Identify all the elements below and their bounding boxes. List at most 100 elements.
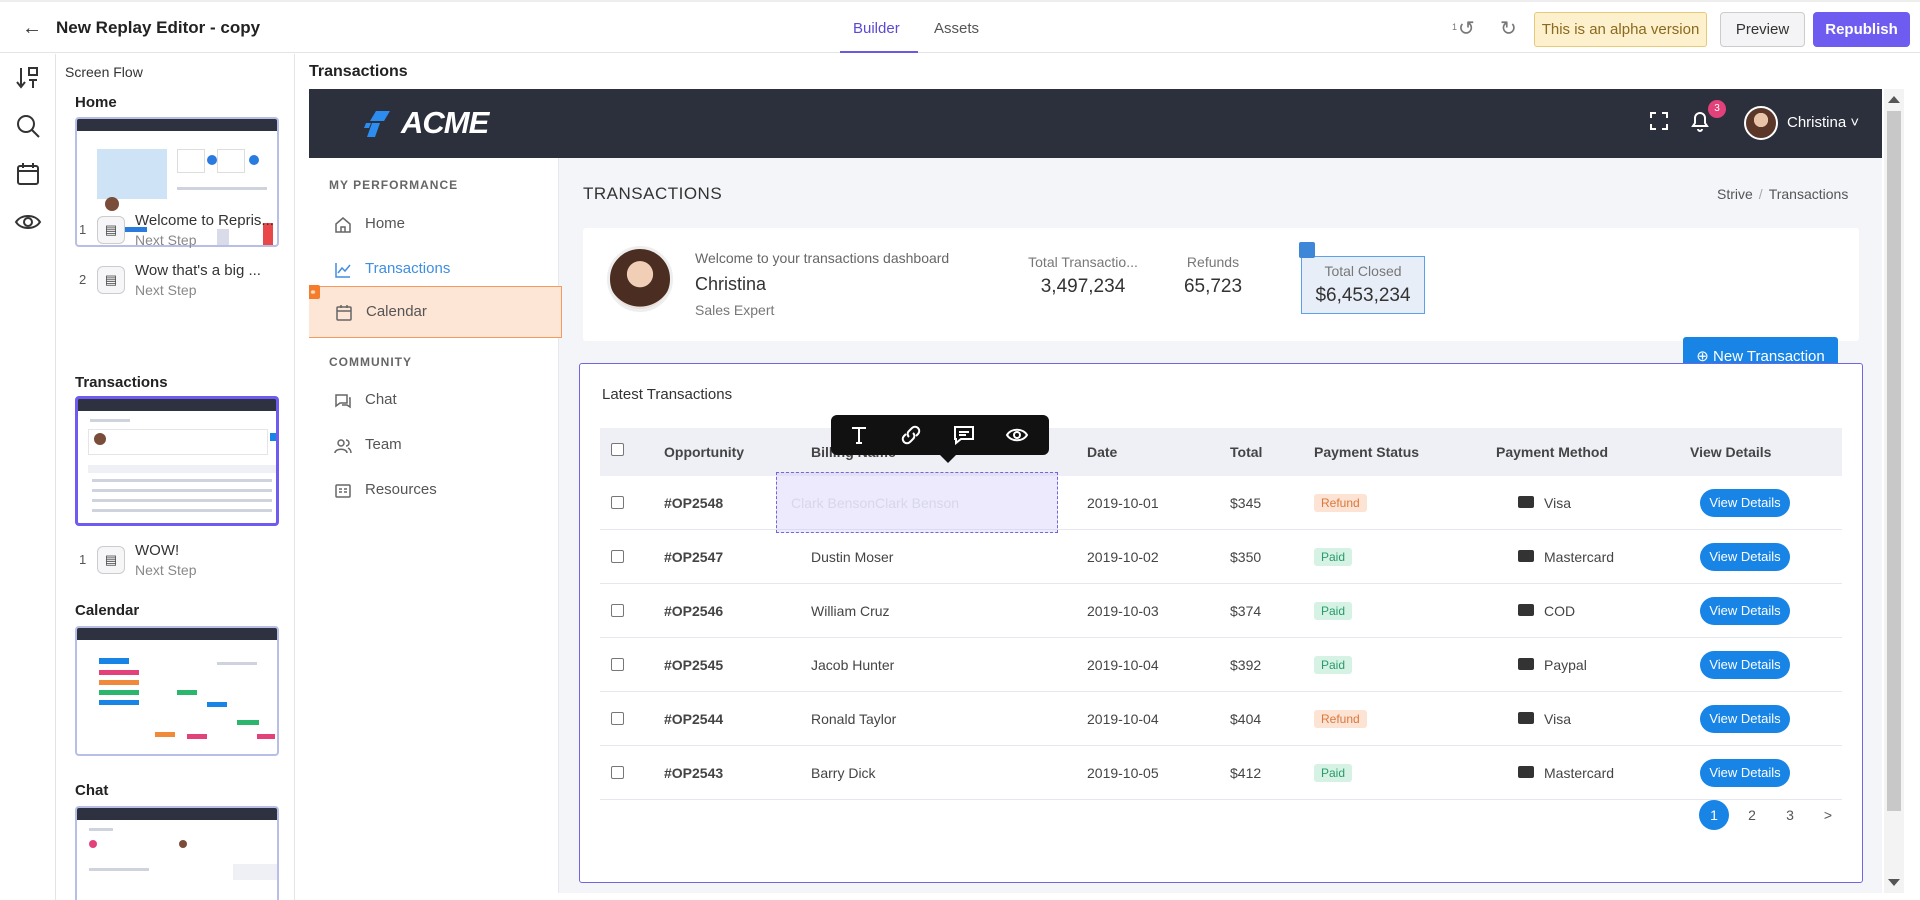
notification-badge: 3: [1708, 100, 1726, 118]
mastercard-icon: [1518, 766, 1534, 778]
undo-icon[interactable]: ↺: [1458, 18, 1475, 40]
scroll-thumb[interactable]: [1887, 111, 1901, 811]
canvas-scrollbar[interactable]: [1884, 89, 1904, 893]
page-button-1[interactable]: 1: [1699, 800, 1729, 830]
row-checkbox[interactable]: [611, 766, 624, 779]
sidebar-item-label: Chat: [365, 391, 397, 408]
row-checkbox[interactable]: [611, 712, 624, 725]
search-icon[interactable]: [14, 112, 42, 140]
eye-icon[interactable]: [14, 208, 42, 236]
back-arrow-icon[interactable]: ←: [22, 17, 42, 39]
visa-icon: [1518, 496, 1534, 508]
latest-transactions-card: Latest Transactions Opportunity Billing …: [579, 363, 1863, 883]
row-checkbox[interactable]: [611, 496, 624, 509]
column-header: Opportunity: [664, 444, 745, 460]
select-all-checkbox[interactable]: [611, 443, 624, 456]
flow-section-chat: Chat: [75, 782, 109, 799]
stat-total-closed[interactable]: Total Closed $6,453,234: [1301, 256, 1425, 314]
sidebar-item-chat[interactable]: Chat: [309, 381, 559, 421]
edit-toolbar: [831, 415, 1049, 455]
tab-builder[interactable]: Builder: [853, 20, 900, 37]
eye-icon[interactable]: [1005, 423, 1029, 447]
column-header: Total: [1230, 444, 1263, 460]
billing-name: William Cruz: [811, 603, 890, 619]
payment-method: Mastercard: [1544, 765, 1615, 781]
opportunity-id: #OP2543: [664, 765, 724, 781]
breadcrumb-link[interactable]: Strive: [1717, 186, 1753, 202]
step-number: 1: [79, 552, 87, 567]
view-details-button[interactable]: View Details: [1700, 705, 1790, 733]
edit-ghost-text[interactable]: Clark BensonClark Benson: [791, 495, 960, 511]
opportunity-id: #OP2544: [664, 711, 724, 727]
comment-marker-icon[interactable]: [1299, 242, 1315, 258]
payment-method: Mastercard: [1544, 549, 1615, 565]
preview-button[interactable]: Preview: [1720, 12, 1805, 47]
sidebar-item-calendar[interactable]: Calendar: [309, 286, 562, 338]
table-header: Opportunity Billing Name Date Total Paym…: [600, 428, 1842, 476]
view-details-button[interactable]: View Details: [1700, 489, 1790, 517]
opportunity-id: #OP2546: [664, 603, 724, 619]
view-details-button[interactable]: View Details: [1700, 651, 1790, 679]
screen-thumbnail-calendar[interactable]: [75, 626, 279, 756]
home-icon: [335, 217, 351, 233]
text-icon[interactable]: [847, 423, 871, 447]
table-row: #OP2543 Barry Dick 2019-10-05 $412 Paid …: [600, 746, 1842, 800]
flow-step[interactable]: 2 ▤ Wow that's a big ... Next Step: [75, 260, 285, 300]
sidebar-item-resources[interactable]: Resources: [309, 471, 559, 511]
sidebar-item-label: Calendar: [366, 303, 427, 320]
date: 2019-10-04: [1087, 711, 1159, 727]
republish-button[interactable]: Republish: [1813, 12, 1910, 47]
paypal-icon: [1518, 658, 1534, 670]
calendar-icon[interactable]: [14, 160, 42, 188]
sidebar-item-label: Resources: [365, 481, 437, 498]
row-checkbox[interactable]: [611, 658, 624, 671]
avatar[interactable]: [1744, 106, 1778, 140]
scroll-up-icon[interactable]: [1888, 96, 1900, 103]
flow-step[interactable]: 1 ▤ WOW! Next Step: [75, 540, 285, 580]
canvas-screen-label: Transactions: [309, 63, 408, 80]
sidebar-item-label: Team: [365, 436, 402, 453]
breadcrumb-current: Transactions: [1768, 186, 1849, 202]
sort-flow-icon[interactable]: [14, 64, 42, 92]
card-title: Latest Transactions: [602, 386, 733, 403]
comment-icon[interactable]: [952, 423, 976, 447]
view-details-button[interactable]: View Details: [1700, 759, 1790, 787]
view-details-button[interactable]: View Details: [1700, 597, 1790, 625]
sidebar-item-transactions[interactable]: Transactions: [309, 250, 559, 290]
next-page-button[interactable]: >: [1823, 807, 1833, 823]
row-checkbox[interactable]: [611, 550, 624, 563]
tab-assets[interactable]: Assets: [934, 20, 980, 37]
hotspot-link-icon[interactable]: ⚭: [309, 285, 320, 299]
table-row: #OP2546 William Cruz 2019-10-03 $374 Pai…: [600, 584, 1842, 638]
screen-thumbnail-chat[interactable]: [75, 806, 279, 900]
screen-thumbnail-transactions[interactable]: [75, 396, 279, 526]
column-header: View Details: [1690, 444, 1772, 460]
link-icon[interactable]: [899, 423, 923, 447]
breadcrumb-separator: /: [1758, 186, 1763, 202]
table-row: #OP2548 2019-10-01 $345 Refund Visa View…: [600, 476, 1842, 530]
page-title: TRANSACTIONS: [583, 184, 723, 203]
redo-icon[interactable]: ↻: [1500, 18, 1517, 40]
page-button-2[interactable]: 2: [1748, 807, 1756, 823]
screen-flow-title: Screen Flow: [65, 64, 143, 80]
sidebar-item-team[interactable]: Team: [309, 426, 559, 466]
text-edit-selection[interactable]: Clark BensonClark Benson: [776, 472, 1058, 533]
nav-heading: MY PERFORMANCE: [329, 178, 459, 192]
view-details-button[interactable]: View Details: [1700, 543, 1790, 571]
screen-flow-panel: Screen Flow Home 1 ▤ Welcome to Repris..…: [57, 54, 295, 900]
row-checkbox[interactable]: [611, 604, 624, 617]
user-name: Christina: [1787, 114, 1847, 131]
sidebar-item-label: Transactions: [365, 260, 451, 277]
bell-icon[interactable]: [1689, 109, 1711, 133]
page-button-3[interactable]: 3: [1786, 807, 1794, 823]
user-menu[interactable]: Christina ˅: [1787, 114, 1859, 131]
scroll-down-icon[interactable]: [1888, 879, 1900, 886]
billing-name: Barry Dick: [811, 765, 876, 781]
sidebar-item-home[interactable]: Home: [309, 205, 559, 245]
status-badge: Paid: [1314, 764, 1353, 782]
flow-step[interactable]: 1 ▤ Welcome to Repris... Next Step: [75, 210, 285, 250]
welcome-role: Sales Expert: [695, 302, 775, 318]
billing-name: Ronald Taylor: [811, 711, 897, 727]
fullscreen-icon[interactable]: [1649, 111, 1669, 131]
line-chart-icon: [335, 263, 351, 278]
